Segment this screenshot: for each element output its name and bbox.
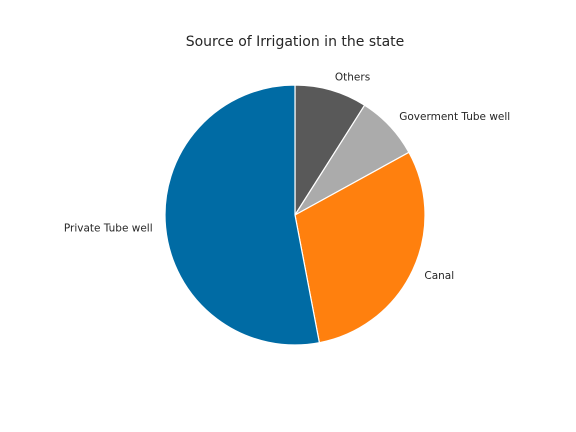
pie-slices <box>164 84 426 346</box>
pie-label-goverment-tube-well: Goverment Tube well <box>399 111 510 123</box>
pie-slice-private-tube-well <box>164 84 321 346</box>
pie-label-private-tube-well: Private Tube well <box>64 222 153 234</box>
chart-title: Source of Irrigation in the state <box>186 34 405 50</box>
pie-labels: Others Goverment Tube well Canal Private Tu… <box>64 72 510 282</box>
pie-label-canal: Canal <box>424 270 454 282</box>
pie-label-others: Others <box>335 72 370 84</box>
pie-slice-canal <box>294 151 426 344</box>
